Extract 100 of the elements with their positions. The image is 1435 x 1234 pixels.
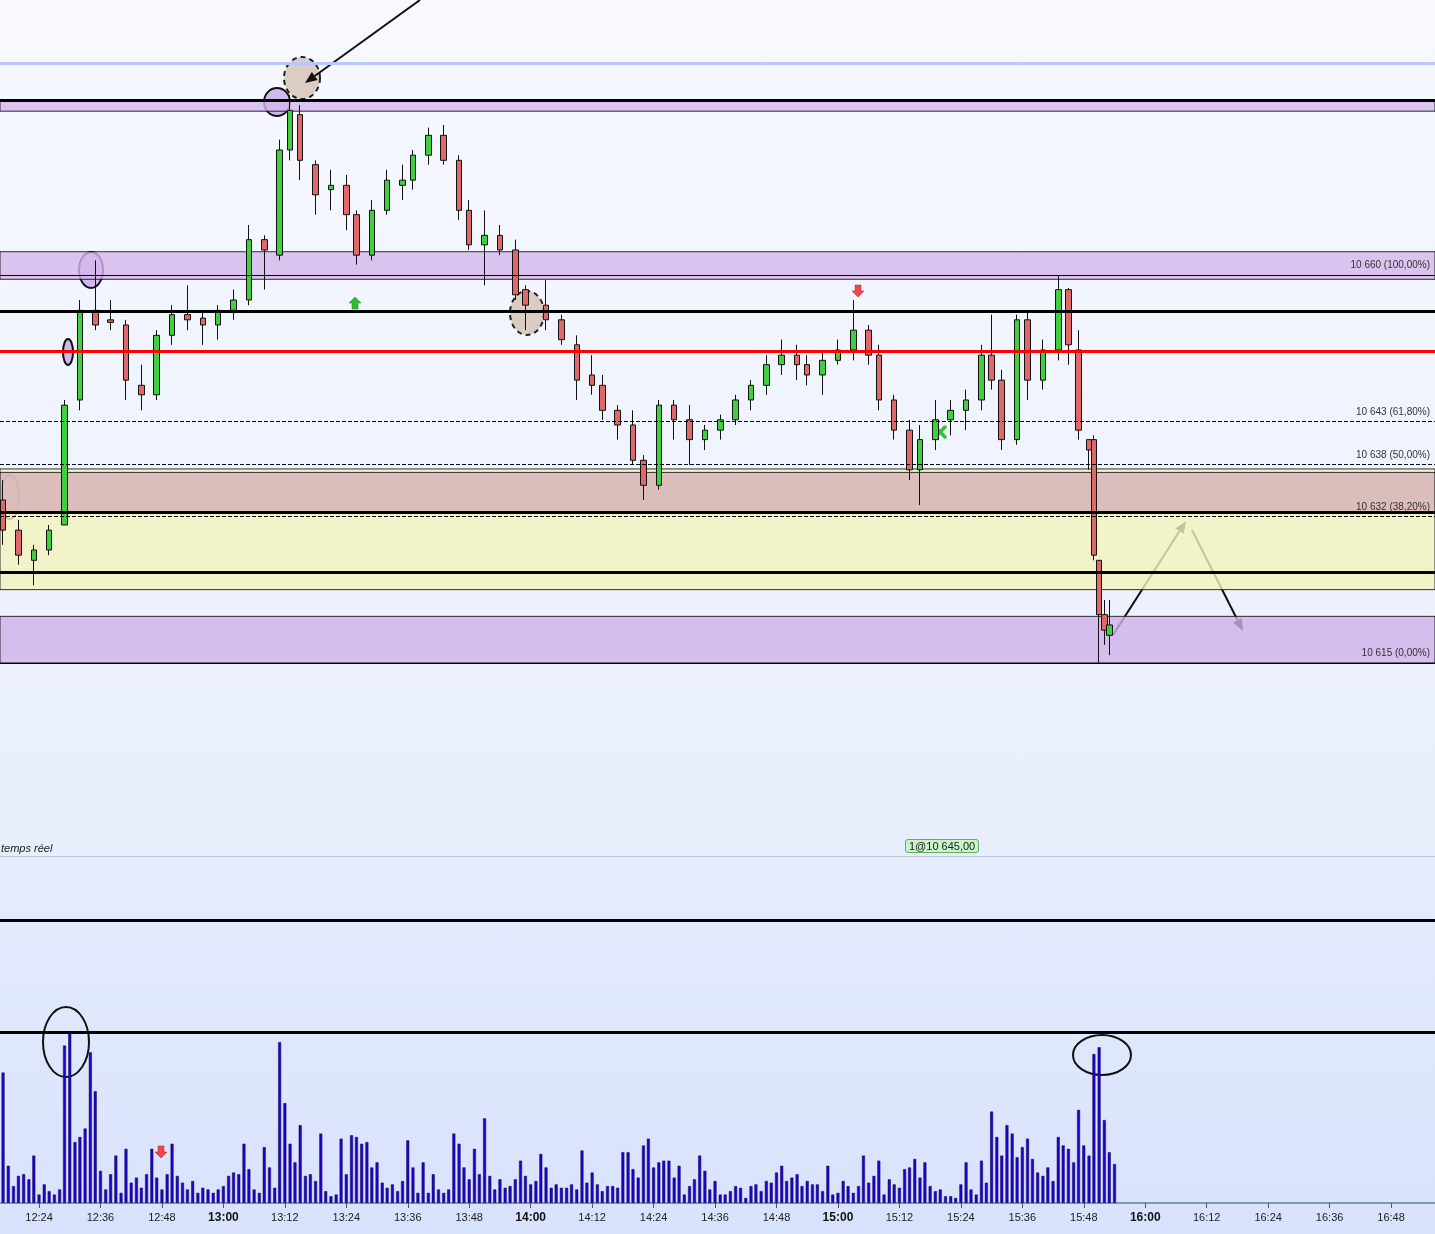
annotation: 1@10 645,00 <box>905 839 980 853</box>
bar <box>857 1186 861 1203</box>
candlestick <box>246 224 252 306</box>
ref-line-label: 10 638 (50,00%) <box>1356 449 1430 461</box>
bar <box>1066 1148 1070 1203</box>
candlestick <box>589 354 595 396</box>
candlestick <box>287 94 293 161</box>
x-tick-label: 15:12 <box>885 1210 914 1223</box>
candlestick <box>998 369 1005 451</box>
bar <box>436 1189 440 1203</box>
bar <box>1113 1164 1117 1203</box>
candlestick <box>1055 274 1062 361</box>
bar <box>1026 1138 1030 1203</box>
bar <box>483 1118 487 1203</box>
bar <box>98 1170 102 1203</box>
bar <box>16 1175 20 1203</box>
candlestick <box>61 399 68 526</box>
candlestick <box>978 344 985 411</box>
x-tick-label: 16:48 <box>1377 1210 1405 1223</box>
bar <box>308 1174 312 1203</box>
x-tick-label: 14:48 <box>762 1210 791 1223</box>
ref-line-label: 10 632 (38,20%) <box>1356 500 1430 512</box>
candlestick <box>184 284 191 331</box>
candlestick <box>466 199 472 251</box>
candlestick <box>763 354 770 396</box>
bar <box>688 1186 692 1203</box>
bar <box>734 1186 738 1203</box>
candlestick <box>804 354 810 386</box>
x-tick-label: 16:24 <box>1254 1210 1282 1223</box>
candlestick <box>456 154 462 221</box>
candlestick <box>107 299 114 331</box>
candlestick <box>574 334 580 401</box>
bar <box>646 1138 650 1203</box>
x-tick-label: 14:24 <box>639 1210 668 1223</box>
bar <box>350 1135 354 1203</box>
candlestick <box>794 344 800 381</box>
bar <box>227 1175 231 1203</box>
x-tick-label: 12:48 <box>148 1210 176 1223</box>
bar <box>897 1187 901 1203</box>
bar <box>775 1172 778 1203</box>
candlestick <box>640 454 647 501</box>
candlestick <box>917 424 923 506</box>
candlestick <box>988 314 995 391</box>
candlestick <box>123 319 129 401</box>
candlestick <box>1040 339 1046 391</box>
ref-line-label: 10 660 (100,00%) <box>1350 259 1430 271</box>
candlestick <box>850 299 857 361</box>
candlestick <box>932 399 939 451</box>
candlestick <box>656 399 662 491</box>
candlestick <box>1075 329 1082 441</box>
x-tick-label: 16:12 <box>1192 1210 1221 1223</box>
ref-line-label: 10 643 (61,80%) <box>1356 406 1430 418</box>
candlestick <box>261 234 268 291</box>
bar <box>861 1155 865 1203</box>
bar <box>523 1175 527 1203</box>
candlestick <box>0 479 6 546</box>
candlestick <box>1065 287 1072 366</box>
bar <box>815 1184 819 1203</box>
candlestick <box>440 124 447 166</box>
candlestick <box>614 404 621 441</box>
candlestick <box>717 414 724 441</box>
annotation: temps réel <box>1 842 53 854</box>
candlestick <box>599 374 606 421</box>
bar <box>990 1111 994 1203</box>
candlestick <box>276 139 283 261</box>
bar <box>1030 1158 1034 1203</box>
x-tick-label: 16:00 <box>1129 1210 1161 1224</box>
x-tick-label: 12:24 <box>25 1210 53 1223</box>
candlestick <box>46 524 52 556</box>
bar <box>944 1196 947 1203</box>
bar <box>565 1187 569 1203</box>
bar <box>652 1167 656 1203</box>
candlestick <box>702 424 708 451</box>
candlestick <box>410 149 416 191</box>
bar <box>728 1191 732 1203</box>
candlestick <box>153 329 160 401</box>
bar <box>605 1186 609 1203</box>
candlestick <box>512 239 519 301</box>
x-tick-label: 13:48 <box>455 1210 483 1223</box>
candlestick <box>31 544 37 586</box>
x-tick-label: 13:12 <box>271 1210 299 1223</box>
x-tick-label: 16:36 <box>1315 1210 1344 1223</box>
x-tick-label: 12:36 <box>86 1210 115 1223</box>
candlestick <box>686 404 693 466</box>
bar <box>519 1160 523 1203</box>
candlestick <box>906 419 913 481</box>
bar <box>181 1182 185 1203</box>
x-tick-label: 13:00 <box>208 1210 240 1224</box>
candlestick <box>558 314 565 346</box>
x-tick-label: 13:24 <box>332 1210 361 1223</box>
candlestick <box>891 394 897 441</box>
candlestick <box>1014 314 1020 446</box>
bar <box>903 1169 907 1203</box>
candlestick <box>297 104 303 181</box>
ref-line-label: 10 615 (0,00%) <box>1361 647 1430 659</box>
candlestick <box>630 409 636 466</box>
candlestick <box>369 199 375 261</box>
candlestick <box>671 399 677 441</box>
bar <box>314 1180 318 1203</box>
bar <box>185 1189 189 1203</box>
